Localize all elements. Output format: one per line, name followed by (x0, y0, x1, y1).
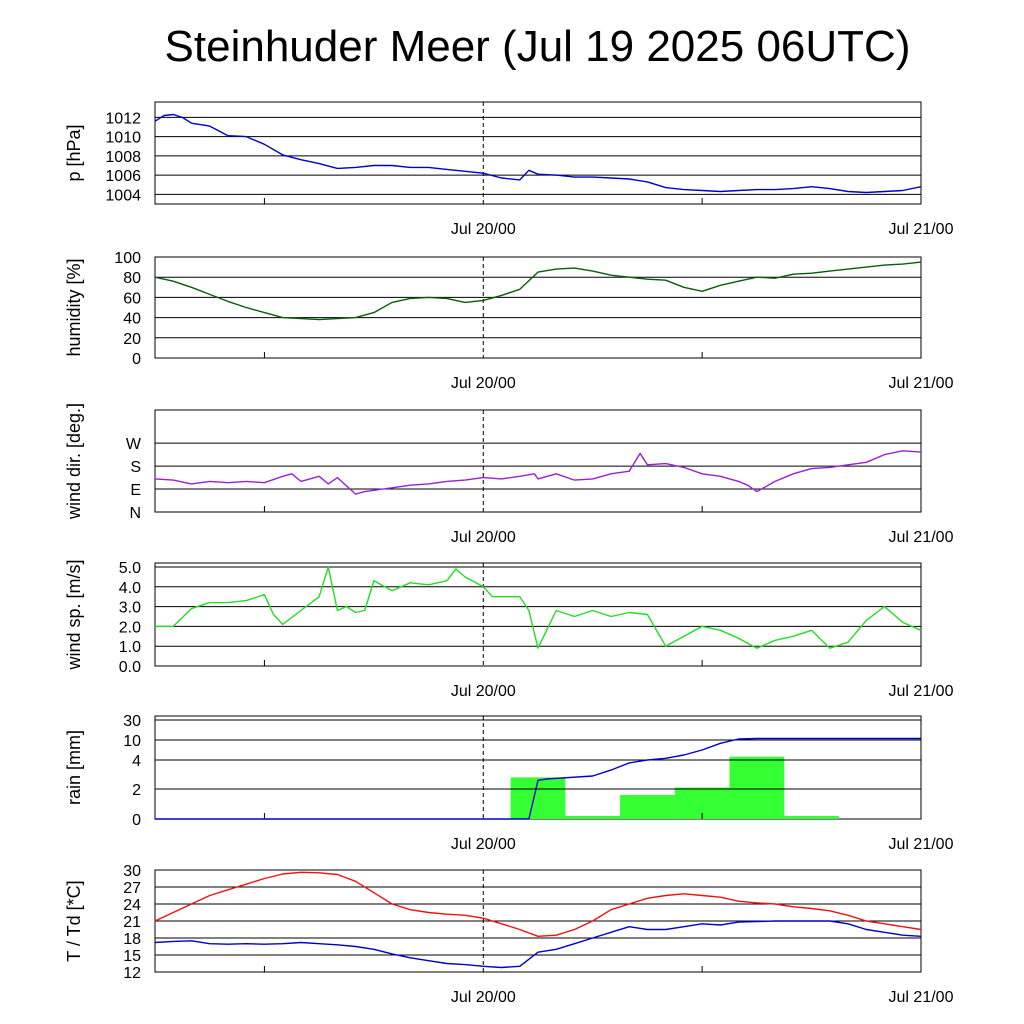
x-tick-label: Jul 20/00 (451, 836, 516, 853)
y-tick-label: 1004 (105, 187, 141, 204)
rain-bar (565, 816, 621, 819)
y-tick-label: 27 (123, 880, 141, 897)
y-tick-label: 2 (132, 782, 141, 799)
y-tick-label: 80 (123, 270, 141, 287)
panel-frame (154, 562, 922, 667)
y-tick-label: 0.0 (119, 659, 141, 676)
wind-direction-line (154, 450, 922, 495)
humidity-line (154, 261, 922, 321)
rain-bar (510, 777, 566, 819)
y-tick-label: 4.0 (119, 580, 141, 597)
y-tick-label: 1012 (105, 110, 141, 127)
y-tick-label: 4 (132, 753, 141, 770)
x-tick-label: Jul 20/00 (451, 221, 516, 238)
y-axis-label: humidity [%] (64, 258, 84, 356)
y-tick-label: 2.0 (119, 619, 141, 636)
x-tick-label: Jul 20/00 (451, 989, 516, 1006)
panel-frame (154, 409, 922, 513)
y-tick-label: 30 (123, 863, 141, 880)
y-tick-label: S (130, 459, 141, 476)
y-tick-label: 30 (123, 713, 141, 730)
y-tick-label: 1008 (105, 149, 141, 166)
x-tick-label: Jul 21/00 (889, 683, 954, 700)
y-tick-label: 0 (132, 812, 141, 829)
y-axis-label: wind sp. [m/s] (64, 559, 84, 670)
x-tick-label: Jul 21/00 (889, 375, 954, 392)
y-tick-label: 5.0 (119, 560, 141, 577)
rain-bar (784, 816, 839, 819)
y-tick-label: 40 (123, 311, 141, 328)
dewpoint-line (154, 920, 922, 969)
y-tick-label: 20 (123, 331, 141, 348)
panel-frame (154, 101, 922, 205)
x-tick-label: Jul 21/00 (889, 529, 954, 546)
x-tick-label: Jul 21/00 (889, 989, 954, 1006)
y-tick-label: 0 (132, 351, 141, 368)
y-tick-label: 18 (123, 931, 141, 948)
y-tick-label: W (126, 436, 142, 453)
y-axis-label: p [hPa] (64, 124, 84, 181)
y-tick-label: 1.0 (119, 639, 141, 656)
rain-cumulative-line (155, 737, 921, 820)
panel-frame (154, 256, 922, 359)
y-tick-label: 21 (123, 914, 141, 931)
y-tick-label: E (130, 482, 141, 499)
x-tick-label: Jul 20/00 (451, 375, 516, 392)
rain-bar (729, 756, 785, 819)
x-tick-label: Jul 20/00 (451, 529, 516, 546)
y-tick-label: 60 (123, 290, 141, 307)
pressure-line (154, 113, 922, 194)
temperature-line (154, 871, 922, 937)
x-tick-label: Jul 20/00 (451, 683, 516, 700)
y-axis-label: wind dir. [deg.] (64, 403, 84, 520)
wind-speed-line (155, 566, 922, 649)
y-tick-label: N (129, 505, 141, 522)
y-tick-label: 1010 (105, 130, 141, 147)
x-tick-label: Jul 21/00 (889, 836, 954, 853)
y-tick-label: 12 (123, 965, 141, 982)
y-axis-label: T / Td [*C] (64, 880, 84, 961)
y-tick-label: 3.0 (119, 600, 141, 617)
y-axis-label: rain [mm] (64, 730, 84, 805)
x-tick-label: Jul 21/00 (889, 221, 954, 238)
rain-bar (620, 795, 675, 819)
chart-title: Steinhuder Meer (Jul 19 2025 06UTC) (164, 22, 911, 71)
y-tick-label: 1006 (105, 168, 141, 185)
y-tick-label: 24 (123, 897, 141, 914)
y-tick-label: 10 (123, 733, 141, 750)
y-tick-label: 100 (114, 250, 141, 267)
y-tick-label: 15 (123, 948, 141, 965)
